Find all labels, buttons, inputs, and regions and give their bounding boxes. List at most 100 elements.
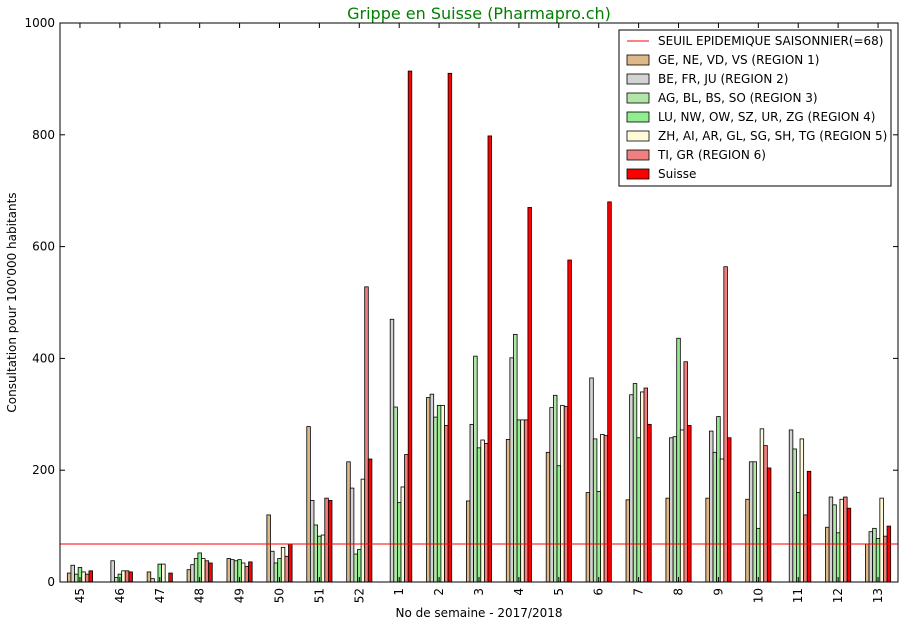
x-tick-label: 2: [432, 588, 446, 596]
bar: [324, 497, 329, 583]
bar: [480, 439, 485, 583]
bar: [74, 573, 79, 583]
bar: [273, 562, 279, 583]
bar: [545, 451, 551, 583]
x-tick-label: 7: [632, 588, 646, 596]
bar: [465, 500, 471, 583]
legend-swatch: [626, 168, 650, 180]
y-tick-label: 0: [47, 575, 55, 589]
bar: [440, 404, 445, 583]
bar: [317, 535, 322, 583]
bar: [567, 259, 572, 583]
bar: [843, 496, 848, 583]
bar: [672, 436, 678, 583]
bar: [803, 514, 808, 583]
bar: [349, 487, 355, 583]
bar: [233, 560, 239, 583]
bar: [796, 492, 801, 583]
bar: [719, 458, 725, 583]
bar: [716, 416, 721, 583]
bar: [114, 577, 119, 583]
bar: [436, 404, 442, 583]
bar: [313, 524, 318, 583]
bar: [879, 497, 884, 583]
x-tick-label: 48: [193, 588, 207, 603]
x-tick-label: 1: [392, 588, 406, 596]
legend-swatch: [626, 111, 650, 123]
bar: [70, 564, 75, 583]
bar: [600, 434, 605, 583]
bar: [636, 437, 641, 583]
bar: [124, 570, 130, 583]
bar: [509, 357, 514, 583]
bar: [483, 442, 489, 583]
legend: SEUIL EPIDEMIQUE SAISONNIER(=68) GE, NE, …: [618, 29, 892, 187]
y-axis-label: Consultation pour 100'000 habitants: [5, 192, 19, 412]
bar: [309, 499, 315, 583]
legend-box: [618, 29, 892, 187]
bar: [447, 72, 453, 583]
legend-swatch: [626, 73, 650, 85]
x-axis-label: No de semaine - 2017/2018: [395, 606, 562, 620]
bar: [865, 543, 870, 583]
x-tick-label: 51: [312, 588, 326, 603]
bar: [723, 266, 728, 583]
bar: [121, 570, 126, 583]
bar: [756, 527, 761, 583]
x-tick-label: 45: [73, 588, 87, 603]
bar: [846, 507, 852, 583]
bar: [523, 419, 529, 583]
bar: [806, 470, 812, 583]
bar: [66, 572, 72, 583]
bar: [429, 393, 435, 583]
legend-label: AG, BL, BS, SO (REGION 3): [658, 91, 818, 105]
bar: [84, 573, 90, 583]
bar: [146, 571, 152, 583]
bar: [306, 426, 311, 583]
series-2: [74, 333, 877, 583]
y-tick-label: 600: [32, 240, 55, 254]
x-tick-label: 10: [751, 588, 765, 603]
y-tick-label: 800: [32, 128, 55, 142]
bar: [592, 438, 598, 583]
bar: [346, 461, 351, 583]
x-tick-label: 47: [153, 588, 167, 603]
legend-swatch: [626, 130, 650, 142]
bar: [204, 560, 210, 583]
bar: [396, 502, 402, 583]
legend-label: ZH, AI, AR, GL, SG, SH, TG (REGION 5): [658, 129, 887, 143]
chart-title: Grippe en Suisse (Pharmapro.ch): [347, 4, 611, 23]
bar: [226, 558, 231, 583]
bar: [766, 467, 772, 583]
bar: [360, 478, 366, 583]
series-3: [77, 337, 881, 583]
bar: [643, 387, 649, 583]
bar: [280, 546, 286, 583]
bar: [150, 578, 155, 583]
plot-area: [59, 22, 899, 583]
bar: [835, 532, 841, 583]
bar: [244, 565, 249, 583]
bar: [556, 465, 562, 583]
bar: [872, 527, 877, 583]
bar: [433, 416, 438, 583]
bar: [288, 543, 293, 583]
bar: [201, 558, 206, 583]
bar: [752, 461, 757, 583]
bar: [828, 496, 834, 583]
bar: [389, 318, 395, 583]
bar: [520, 419, 525, 583]
legend-swatch: [626, 54, 650, 66]
bar: [825, 526, 830, 583]
bar: [284, 555, 289, 583]
bar: [266, 514, 271, 583]
bar: [327, 499, 333, 583]
bar: [364, 286, 369, 583]
bar: [792, 448, 797, 583]
bar: [883, 535, 888, 583]
x-tick-label: 52: [352, 588, 366, 603]
y-tick-label: 400: [32, 351, 55, 365]
bar: [367, 458, 373, 583]
bar: [607, 201, 612, 583]
